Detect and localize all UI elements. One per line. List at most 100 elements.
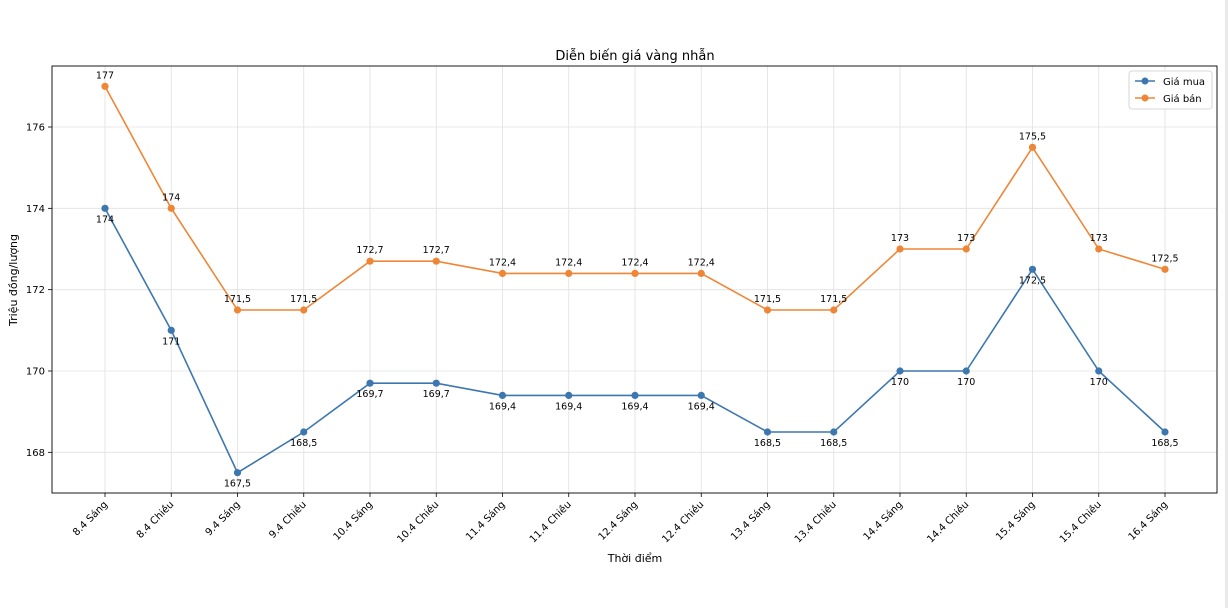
data-label-gia-mua: 171 xyxy=(162,336,180,347)
x-tick-label: 16.4 Sáng xyxy=(1126,499,1170,543)
series-layer xyxy=(101,82,1169,477)
data-point-gia-ban xyxy=(763,306,772,314)
data-label-gia-ban: 171,5 xyxy=(224,294,251,305)
data-label-gia-ban: 177 xyxy=(96,70,114,81)
data-label-gia-ban: 172,4 xyxy=(555,257,582,268)
y-tick-label: 170 xyxy=(26,367,45,378)
data-point-gia-ban xyxy=(1028,143,1037,151)
legend-item-gia-ban: Giá bán xyxy=(1135,93,1202,105)
y-tick-label: 174 xyxy=(26,204,45,215)
data-point-gia-ban xyxy=(830,306,838,314)
data-point-gia-ban xyxy=(498,269,507,277)
data-label-gia-mua: 169,4 xyxy=(688,401,715,412)
data-label-gia-mua: 168,5 xyxy=(820,438,847,449)
data-label-gia-ban: 172,7 xyxy=(356,245,383,256)
data-point-gia-ban xyxy=(432,257,440,265)
legend-label-gia-mua: Giá mua xyxy=(1163,76,1205,88)
data-label-gia-mua: 169,4 xyxy=(489,401,516,412)
data-point-gia-ban xyxy=(366,257,374,265)
data-point-gia-ban xyxy=(233,306,242,314)
data-label-gia-ban: 171,5 xyxy=(290,294,317,305)
data-label-gia-mua: 168,5 xyxy=(290,438,317,449)
data-point-gia-mua xyxy=(233,469,242,477)
data-point-gia-mua xyxy=(101,204,109,212)
y-tick-label: 172 xyxy=(26,285,45,296)
data-point-gia-mua xyxy=(432,379,440,387)
data-label-gia-mua: 168,5 xyxy=(1151,438,1178,449)
data-point-gia-ban xyxy=(167,204,175,212)
legend-marker-gia-ban xyxy=(1141,94,1149,102)
plot-frame xyxy=(51,65,1218,494)
data-point-gia-ban xyxy=(631,269,639,277)
grid-lines xyxy=(52,66,1217,493)
data-point-gia-mua xyxy=(300,428,308,436)
data-label-gia-ban: 173 xyxy=(957,233,975,244)
data-point-gia-mua xyxy=(763,428,772,436)
data-point-gia-ban xyxy=(1095,245,1103,253)
data-label-gia-mua: 169,7 xyxy=(356,389,383,400)
data-point-gia-mua xyxy=(1028,265,1037,273)
data-point-gia-mua xyxy=(167,326,175,334)
x-tick-label: 8.4 Chiều xyxy=(134,499,176,541)
chart-title: Diễn biến giá vàng nhẫn xyxy=(555,49,714,64)
data-point-gia-mua xyxy=(565,391,573,399)
data-point-gia-ban xyxy=(300,306,308,314)
data-label-gia-mua: 169,7 xyxy=(423,389,450,400)
data-label-gia-ban: 171,5 xyxy=(820,294,847,305)
data-label-gia-mua: 168,5 xyxy=(754,438,781,449)
data-point-gia-mua xyxy=(697,391,705,399)
x-tick-label: 15.4 Chiều xyxy=(1057,499,1104,546)
data-label-gia-ban: 172,5 xyxy=(1151,253,1178,264)
data-label-gia-mua: 169,4 xyxy=(555,401,582,412)
x-tick-label: 13.4 Chiều xyxy=(792,499,839,546)
x-tick-label: 14.4 Chiều xyxy=(925,499,972,546)
y-tick-label: 176 xyxy=(26,123,45,134)
x-axis-ticks: 8.4 Sáng 8.4 Chiều 9.4 Sáng 9.4 Chiều 10.4 S… xyxy=(70,493,1170,545)
data-label-gia-ban: 173 xyxy=(891,233,909,244)
x-tick-label: 9.4 Sáng xyxy=(203,499,243,539)
x-tick-label: 15.4 Sáng xyxy=(993,499,1037,543)
data-labels: 174 171 167,5 168,5 169,7 169,7 169,4 169,4 169,… xyxy=(96,70,1179,489)
data-label-gia-mua: 169,4 xyxy=(621,401,648,412)
legend-item-gia-mua: Giá mua xyxy=(1135,76,1205,88)
data-label-gia-mua: 170 xyxy=(1090,377,1108,388)
x-tick-label: 8.4 Sáng xyxy=(70,499,110,539)
x-axis-label: Thời điểm xyxy=(607,552,663,565)
y-axis-label: Triệu đồng/lượng xyxy=(7,234,20,327)
data-label-gia-ban: 174 xyxy=(162,192,180,203)
data-point-gia-mua xyxy=(366,379,374,387)
y-tick-label: 168 xyxy=(26,448,45,459)
legend-label-gia-ban: Giá bán xyxy=(1163,93,1202,105)
data-point-gia-ban xyxy=(697,269,705,277)
data-point-gia-mua xyxy=(1095,367,1103,375)
series-gia-ban xyxy=(101,82,1169,314)
x-tick-label: 11.4 Sáng xyxy=(463,499,507,543)
data-point-gia-mua xyxy=(1161,428,1169,436)
y-axis-ticks: 168 170 172 174 176 xyxy=(26,123,52,459)
data-point-gia-ban xyxy=(962,245,970,253)
data-point-gia-ban xyxy=(101,82,109,90)
data-point-gia-ban xyxy=(1161,265,1169,273)
data-point-gia-mua xyxy=(896,367,904,375)
x-tick-label: 14.4 Sáng xyxy=(861,499,905,543)
x-tick-label: 10.4 Chiều xyxy=(395,499,442,546)
data-label-gia-ban: 172,4 xyxy=(489,257,516,268)
data-point-gia-mua xyxy=(830,428,838,436)
series-gia-mua xyxy=(101,204,1169,477)
data-point-gia-mua xyxy=(631,391,639,399)
x-tick-label: 13.4 Sáng xyxy=(728,499,772,543)
data-point-gia-ban xyxy=(565,269,573,277)
x-tick-label: 10.4 Sáng xyxy=(331,499,375,543)
data-label-gia-ban: 172,7 xyxy=(423,245,450,256)
x-tick-label: 12.4 Chiều xyxy=(660,499,707,546)
data-label-gia-mua: 170 xyxy=(891,377,909,388)
data-point-gia-mua xyxy=(962,367,970,375)
data-point-gia-ban xyxy=(896,245,904,253)
data-label-gia-ban: 175,5 xyxy=(1019,131,1046,142)
data-point-gia-mua xyxy=(498,391,507,399)
legend: Giá mua Giá bán xyxy=(1128,70,1213,110)
data-label-gia-ban: 172,4 xyxy=(688,257,715,268)
data-label-gia-ban: 172,4 xyxy=(621,257,648,268)
